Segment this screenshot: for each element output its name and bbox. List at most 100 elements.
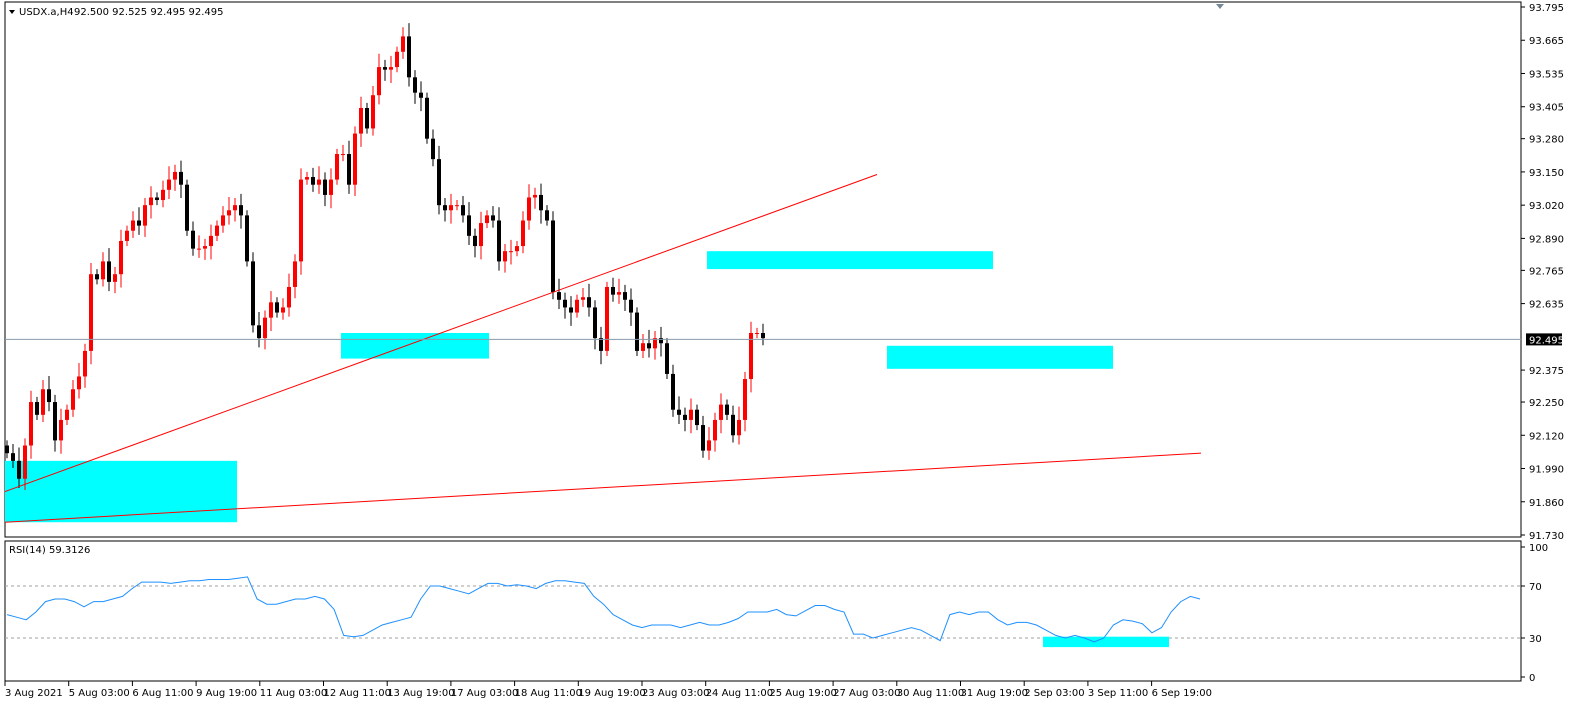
candle: [293, 254, 297, 299]
candle: [101, 252, 105, 287]
candle: [299, 168, 303, 275]
zone-3: [707, 251, 993, 270]
time-tick-label: 5 Aug 03:00: [69, 688, 130, 699]
time-tick-label: 31 Aug 19:00: [961, 688, 1028, 699]
candle: [671, 364, 675, 417]
candle: [359, 96, 363, 147]
candle: [629, 288, 633, 326]
candle: [437, 145, 441, 215]
rsi-zone: [1043, 636, 1169, 648]
time-tick-label: 6 Sep 19:00: [1152, 688, 1212, 699]
candle: [473, 228, 477, 258]
price-tick-label: 93.150: [1529, 168, 1564, 179]
candle: [617, 278, 621, 304]
candle: [761, 323, 765, 346]
candle: [539, 183, 543, 224]
candle: [95, 269, 99, 285]
candle: [5, 440, 9, 459]
candle: [443, 198, 447, 222]
candle: [455, 200, 459, 211]
candle: [497, 207, 501, 271]
candle: [167, 166, 171, 200]
rsi-tick-label: 100: [1529, 543, 1548, 554]
candle: [545, 205, 549, 226]
shift-marker-icon[interactable]: [1216, 4, 1224, 9]
candle: [59, 408, 63, 454]
time-tick-label: 30 Aug 11:00: [897, 688, 964, 699]
candle: [257, 312, 261, 348]
candle: [47, 375, 51, 412]
candle: [65, 404, 69, 426]
candle: [563, 292, 567, 319]
candle: [407, 23, 411, 87]
time-tick-label: 2 Sep 03:00: [1024, 688, 1084, 699]
time-tick-label: 19 Aug 19:00: [578, 688, 645, 699]
candle: [461, 195, 465, 223]
candle: [737, 406, 741, 445]
candle: [107, 248, 111, 292]
rsi-tick-label: 70: [1529, 582, 1542, 593]
candle: [599, 326, 603, 365]
candle: [29, 390, 33, 459]
candle: [137, 207, 141, 235]
candle: [233, 198, 237, 222]
candle: [191, 221, 195, 256]
rsi-axis: 100 70 30 0: [1521, 543, 1548, 684]
candle: [755, 327, 759, 339]
price-tick-label: 93.020: [1529, 201, 1564, 212]
candle: [611, 277, 615, 302]
candle: [35, 396, 39, 420]
candle: [161, 180, 165, 208]
candle: [53, 394, 57, 452]
candle: [149, 186, 153, 219]
candle: [305, 171, 309, 185]
price-tick-label: 91.730: [1529, 531, 1564, 542]
candle: [173, 164, 177, 191]
candle: [731, 405, 735, 443]
candle: [275, 297, 279, 318]
candle: [365, 102, 369, 134]
candle: [527, 184, 531, 230]
candle: [677, 396, 681, 425]
price-tick-label: 93.280: [1529, 135, 1564, 146]
price-tick-label: 92.890: [1529, 234, 1564, 245]
candle: [125, 225, 129, 247]
candle: [425, 92, 429, 144]
candle: [269, 291, 273, 331]
candle: [641, 334, 645, 359]
candle: [659, 326, 663, 357]
candle: [41, 380, 45, 422]
candle: [707, 427, 711, 460]
candle: [569, 296, 573, 326]
candle: [479, 211, 483, 260]
zone-2: [341, 333, 489, 359]
dropdown-triangle-icon[interactable]: [9, 10, 15, 14]
rsi-label: RSI(14) 59.3126: [9, 545, 90, 556]
price-tick-label: 93.535: [1529, 69, 1564, 80]
candle: [635, 307, 639, 357]
time-tick-label: 3 Aug 2021: [5, 688, 63, 699]
candle: [17, 447, 21, 488]
time-tick-label: 9 Aug 19:00: [196, 688, 257, 699]
candle: [467, 202, 471, 246]
candle: [377, 53, 381, 105]
candle: [227, 196, 231, 225]
price-tick-label: 93.795: [1529, 3, 1564, 14]
candle: [419, 81, 423, 112]
candle: [185, 179, 189, 236]
price-tick-label: 92.375: [1529, 366, 1564, 377]
rsi-panel[interactable]: [4, 540, 1522, 682]
price-tick-label: 91.990: [1529, 465, 1564, 476]
time-tick-label: 13 Aug 19:00: [387, 688, 454, 699]
candle: [581, 288, 585, 307]
time-tick-label: 25 Aug 19:00: [769, 688, 836, 699]
candle: [557, 278, 561, 309]
time-tick-label: 24 Aug 11:00: [706, 688, 773, 699]
candle: [713, 412, 717, 452]
price-panel[interactable]: [4, 1, 1522, 538]
candle: [143, 198, 147, 237]
candle: [701, 415, 705, 458]
price-tick-label: 92.635: [1529, 300, 1564, 311]
candle: [533, 187, 537, 209]
price-tick-label: 92.765: [1529, 266, 1564, 277]
